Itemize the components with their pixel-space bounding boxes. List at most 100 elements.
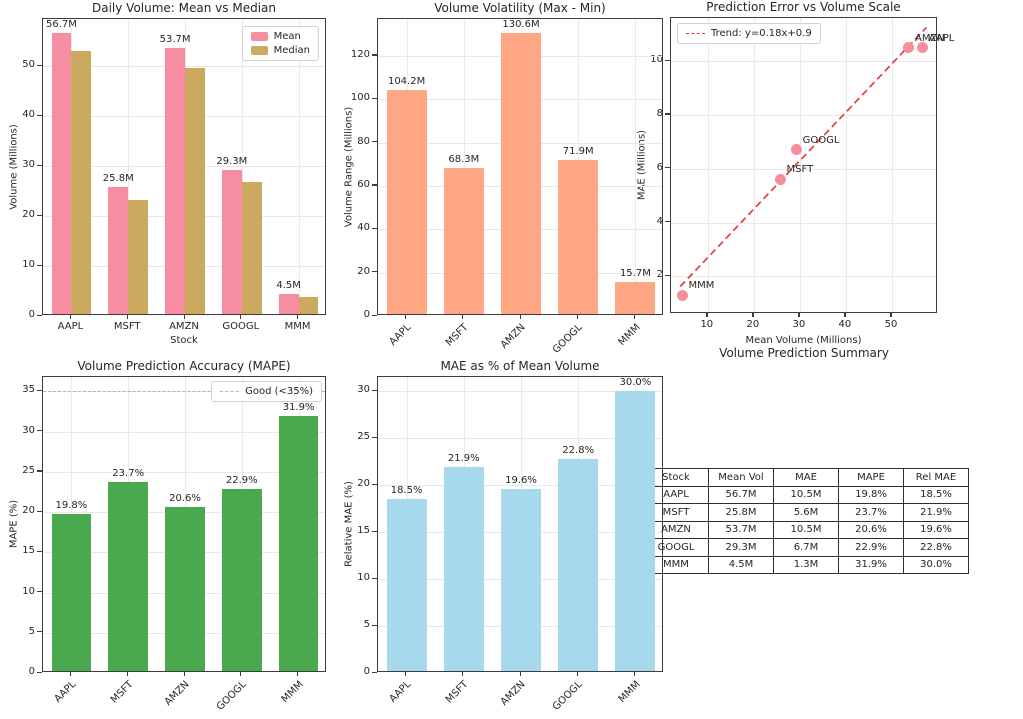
bar-value-label: 18.5%: [390, 485, 423, 497]
y-tick-label: 15: [357, 525, 370, 537]
x-tick-label: 30: [792, 319, 806, 330]
table-cell: 5.6M: [773, 503, 839, 522]
table-cell: 29.3M: [708, 538, 774, 557]
gridline-y: [378, 485, 662, 487]
y-tick-label: 10: [22, 585, 35, 597]
y-tick-label: 30: [22, 424, 35, 436]
bar-msft: [443, 167, 484, 314]
table-cell: 25.8M: [708, 503, 774, 522]
legend: Trend: y=0.18x+0.9: [677, 23, 821, 44]
x-tick-mark: [798, 313, 800, 317]
bar-value-label: 22.9%: [225, 474, 258, 486]
x-tick-mark: [183, 672, 185, 676]
legend-item-threshold: Good (<35%): [220, 386, 313, 397]
x-tick-label: AMZN: [169, 321, 199, 332]
y-tick-label: 4: [656, 215, 663, 227]
bar-mean-aapl: [51, 32, 72, 314]
chart-title: Prediction Error vs Volume Scale: [706, 0, 901, 14]
x-tick-mark: [576, 672, 578, 676]
table-cell: 53.7M: [708, 520, 774, 539]
table-row: GOOGL 29.3M 6.7M 22.9% 22.8%: [643, 538, 969, 557]
bar-median-amzn: [185, 67, 205, 314]
y-tick-label: 35: [22, 384, 35, 396]
bar-value-label: 53.7M: [159, 33, 191, 45]
legend-item-mean: Mean: [250, 31, 310, 42]
bar-value-label: 4.5M: [276, 279, 301, 291]
y-tick-mark: [665, 274, 670, 276]
chart-title: MAE as % of Mean Volume: [440, 359, 600, 373]
gridline-x: [707, 18, 709, 312]
bar-mmm: [615, 281, 656, 314]
y-tick-mark: [372, 530, 377, 532]
bar-value-label: 19.6%: [505, 474, 537, 486]
y-tick-mark: [372, 141, 377, 143]
gridline-x: [463, 19, 465, 314]
y-tick-label: 50: [22, 59, 35, 71]
x-tick-mark: [633, 672, 636, 676]
plot-area: AAPL MSFT AMZN GOOGL MMM: [670, 17, 954, 313]
y-tick-label: 10: [22, 259, 35, 271]
bar-value-label: 30.0%: [619, 377, 652, 389]
x-tick-mark: [576, 315, 578, 319]
scatter-point-mmm: [677, 289, 688, 301]
chart-title: Volume Volatility (Max - Min): [434, 1, 606, 15]
bar-mmm: [278, 416, 319, 671]
table-cell: 6.7M: [773, 538, 839, 557]
x-tick-label: MMM: [284, 321, 311, 332]
y-tick-mark: [665, 167, 670, 169]
x-tick-mark: [126, 315, 128, 319]
y-tick-mark: [372, 671, 377, 673]
x-tick-label: MSFT: [443, 322, 471, 349]
gridline-y: [671, 276, 936, 278]
table-cell: 4.5M: [708, 555, 774, 574]
y-tick-label: 5: [28, 625, 35, 637]
y-tick-mark: [372, 271, 377, 273]
x-tick-label: MMM: [616, 322, 643, 349]
y-tick-label: 30: [22, 159, 35, 171]
chart-daily-volume-mean-vs-median: Daily Volume: Mean vs Median Volume (Mil…: [9, 1, 326, 346]
x-tick-label: MMM: [279, 679, 306, 706]
bar-value-label: 22.8%: [562, 444, 595, 456]
table-cell: 18.5%: [903, 485, 969, 504]
gridline-x: [891, 18, 893, 312]
chart-title: Volume Prediction Accuracy (MAPE): [77, 359, 291, 373]
y-tick-mark: [37, 314, 42, 316]
trend-line-swatch: [686, 33, 705, 34]
y-tick-mark: [37, 470, 42, 472]
x-axis-label: Mean Volume (Millions): [745, 335, 862, 346]
chart-prediction-error-vs-volume-scale: Prediction Error vs Volume Scale MAE (Mi…: [637, 0, 955, 346]
x-tick-mark: [69, 672, 72, 676]
median-color-swatch: [250, 46, 268, 55]
scatter-point-aapl: [917, 42, 929, 54]
y-tick-mark: [372, 97, 377, 99]
y-tick-mark: [37, 631, 42, 633]
y-tick-label: 80: [357, 135, 370, 147]
y-tick-mark: [37, 430, 42, 432]
x-tick-label: GOOGL: [214, 679, 249, 713]
table-cell: 1.3M: [773, 555, 839, 574]
y-tick-mark: [372, 227, 377, 229]
plot-area: 19.8% 23.7% 20.6% 22.9% 31.9%: [42, 376, 326, 672]
y-tick-label: 15: [22, 545, 35, 557]
chart-mae-as-percent-of-mean-volume: MAE as % of Mean Volume Relative MAE (%)…: [344, 359, 663, 713]
bar-median-googl: [241, 182, 262, 314]
y-tick-label: 20: [357, 265, 370, 277]
x-tick-label: 10: [700, 319, 714, 330]
bar-amzn: [165, 507, 205, 671]
point-label-googl: GOOGL: [802, 134, 840, 146]
y-tick-mark: [37, 550, 42, 553]
y-tick-mark: [665, 221, 670, 223]
plot-area: 18.5% 21.9% 19.6% 22.8% 30.0%: [377, 376, 663, 672]
table-cell: 22.8%: [903, 538, 969, 557]
y-axis-label: Relative MAE (%): [343, 481, 355, 567]
x-tick-label: AAPL: [387, 679, 414, 705]
y-tick-mark: [37, 671, 42, 673]
table-header-row: Stock Mean Vol MAE MAPE Rel MAE: [643, 468, 969, 487]
legend-label-median: Median: [273, 45, 310, 56]
bar-value-label: 20.6%: [169, 493, 201, 505]
x-tick-label: AMZN: [162, 679, 192, 708]
x-tick-mark: [890, 313, 892, 317]
table-header-cell: MAPE: [838, 468, 904, 487]
x-tick-label: GOOGL: [551, 679, 585, 713]
